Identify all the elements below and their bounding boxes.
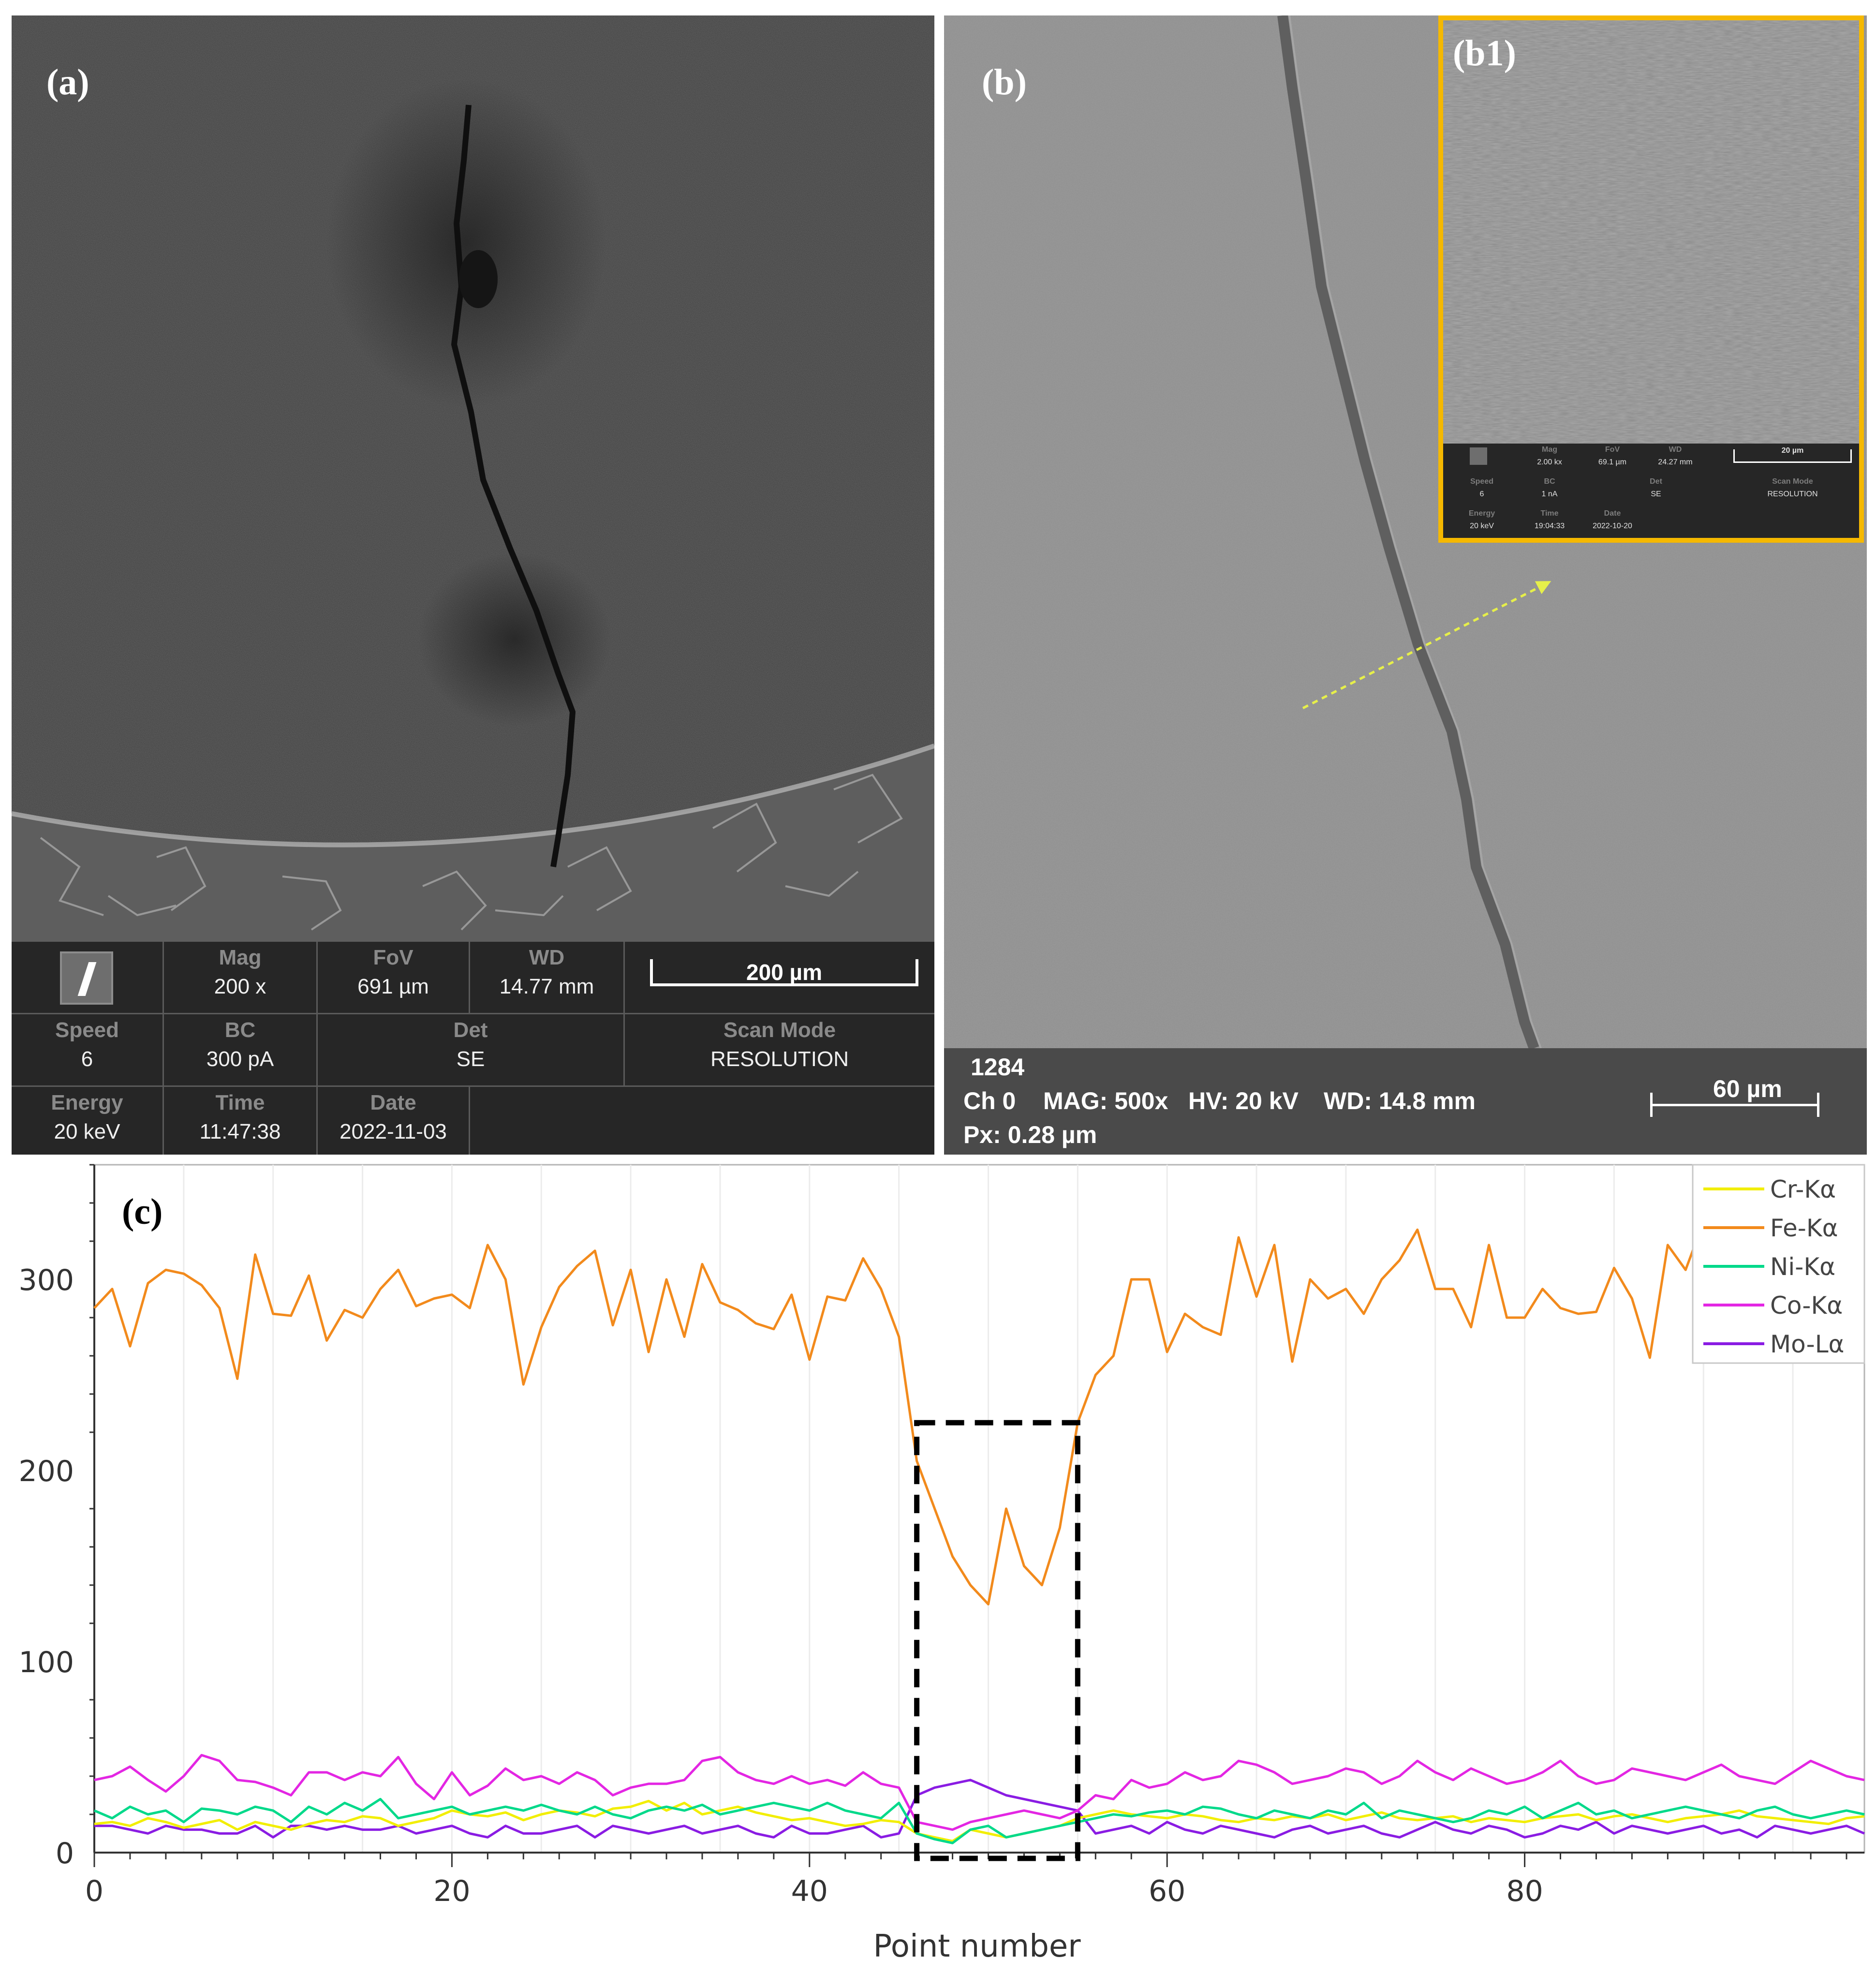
det-cell: Det SE [318,1014,625,1087]
scan-mode-cell: Scan Mode RESOLUTION [625,1014,934,1087]
panel-label-a: (a) [46,62,89,103]
y-tick-label: 200 [18,1455,74,1488]
channel: Ch 0 [963,1087,1016,1114]
date-cell: Date 2022-11-03 [318,1087,470,1155]
crack [1277,15,1539,1048]
legend-label: Ni-Kα [1770,1253,1835,1281]
series-line-co [94,1754,1865,1831]
series-line-ni [94,1797,1865,1844]
inset-info-bar: Mag 2.00 kx FoV 69.1 µm WD 24.27 mm 20 µ… [1443,444,1859,538]
x-tick-label: 0 [85,1874,103,1908]
panel-label-b1: (b1) [1453,33,1516,74]
legend-box [1692,1164,1865,1364]
dark-halo [418,552,611,727]
bc-cell: BC 300 pA [164,1014,318,1087]
scale-bar-a [650,959,918,986]
sem-info-bar-b: 1284 Ch 0 MAG: 500x HV: 20 kV WD: 14.8 m… [944,1048,1867,1155]
panel-label-c: (c) [122,1191,162,1232]
scale-bar-b-label: 60 µm [1713,1075,1782,1102]
speed-cell: Speed 6 [12,1014,164,1087]
series-line-cr [94,1799,1865,1842]
working-distance: WD: 14.8 mm [1324,1087,1476,1114]
mag-cell: Mag 200 x [164,942,318,1014]
inset-pointer-arrow [1302,581,1551,710]
x-tick-label: 60 [1149,1874,1185,1908]
high-voltage: HV: 20 kV [1188,1087,1299,1114]
sem-micrograph-a [12,15,934,942]
y-tick-label: 100 [18,1646,74,1679]
inset-b1: (b1) Mag 2.00 kx FoV 69.1 µm WD 24.27 mm… [1438,15,1864,543]
microstructure-region [12,746,934,942]
x-tick-label: 80 [1506,1874,1543,1908]
legend-label: Mo-Lα [1770,1330,1845,1358]
series-line-fe [93,1221,1865,1605]
wd-cell: WD 14.77 mm [470,942,625,1014]
x-tick-label: 20 [433,1874,470,1908]
sem-image-a: (a) Mag 200 x FoV 691 µm WD 14.77 mm 200 µm… [12,15,934,1155]
y-tick-label: 0 [56,1837,74,1870]
time-cell: Time 11:47:38 [164,1087,318,1155]
series-line-mo [94,1779,1865,1839]
logo-cell [12,942,164,1014]
scale-bar-b [1650,1104,1819,1106]
panel-label-b: (b) [982,62,1027,103]
legend-label: Cr-Kα [1770,1175,1836,1203]
logo-icon [1470,447,1487,465]
legend-label: Co-Kα [1770,1291,1843,1320]
scale-bar-a-label: 200 µm [746,960,822,985]
chart-svg: 0 20 40 60 80 0 100 200 300 Cr-Kα Fe-Kα Ni-Kα Co-Kα… [18,1164,1865,1964]
x-axis-label: Point number [873,1929,1081,1964]
sem-info-bar-a: Mag 200 x FoV 691 µm WD 14.77 mm 200 µm Spe… [12,942,934,1155]
inset-scale-bar [1733,449,1852,463]
inset-micrograph [1443,20,1859,444]
x-tick-label: 40 [791,1874,828,1908]
pixel-size: Px: 0.28 µm [963,1121,1097,1148]
scale-cell [625,942,934,1014]
logo-icon [60,951,113,1005]
magnification: MAG: 500x [1043,1087,1168,1114]
sem-image-b: (b) (b1) Mag 2.00 kx FoV 69.1 µm WD 24.2… [944,15,1867,1155]
image-id: 1284 [971,1054,1025,1081]
line-scan-chart: 0 20 40 60 80 0 100 200 300 Cr-Kα Fe-Kα Ni-Kα Co-Kα… [0,1161,1876,1972]
legend-label: Fe-Kα [1770,1214,1838,1242]
highlight-box [914,1420,1080,1861]
energy-cell: Energy 20 keV [12,1087,164,1155]
dark-halo [326,78,606,407]
y-tick-label: 300 [18,1263,74,1297]
fov-cell: FoV 691 µm [318,942,470,1014]
crack [451,104,576,867]
plot-frame [93,1164,1865,1854]
